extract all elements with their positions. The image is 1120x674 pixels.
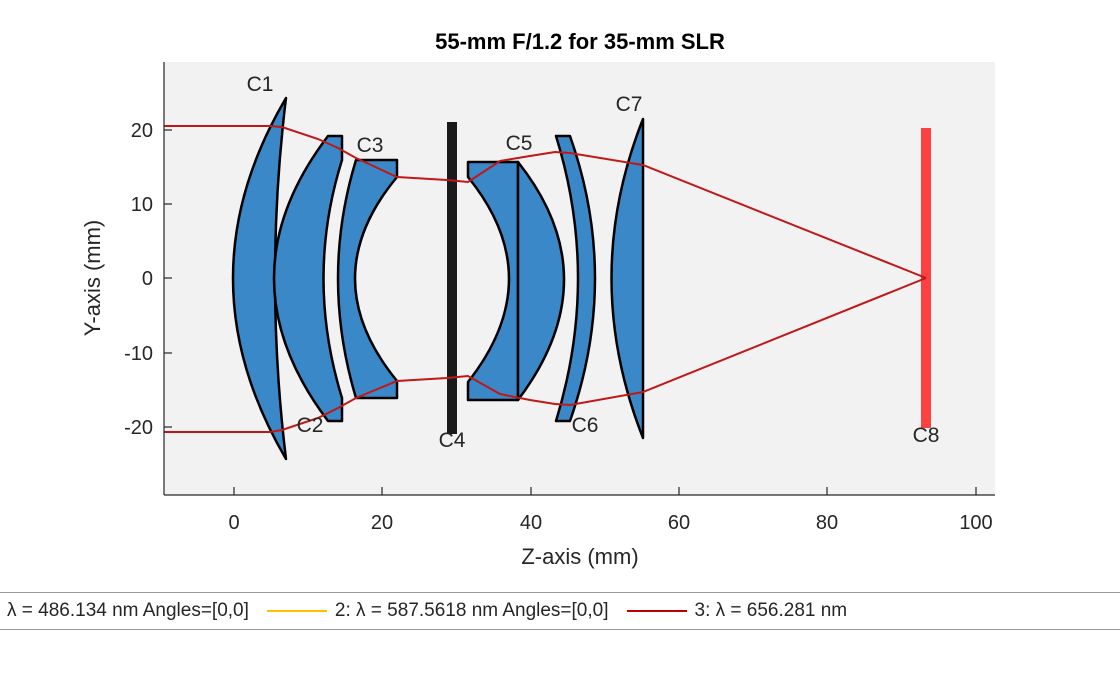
x-tick-label: 20 (371, 512, 393, 534)
upper-ray (164, 125, 927, 279)
lens-diagram: 55-mm F/1.2 for 35-mm SLR (80, 29, 995, 569)
lens-element-7 (610, 117, 645, 440)
x-tick-label: 100 (959, 512, 992, 534)
lens-element-2 (272, 134, 344, 423)
y-tick-label: 10 (131, 194, 153, 216)
lens-element-6 (554, 134, 597, 423)
ray-trace (164, 125, 927, 433)
y-tick-label: 20 (131, 120, 153, 142)
lens-group (231, 96, 645, 461)
surface-label-c6: C6 (572, 414, 599, 437)
legend-entry-1: λ = 486.134 nm Angles=[0,0] (0, 600, 249, 622)
surface-label-c2: C2 (297, 414, 324, 437)
legend-line-2 (266, 610, 327, 612)
surface-label-c5: C5 (506, 132, 533, 155)
lens-element-1 (231, 96, 288, 461)
lower-ray (164, 277, 927, 433)
legend-entry-3: 3: λ = 656.281 nm (619, 600, 848, 622)
legend-text-2: 2: λ = 587.5618 nm Angles=[0,0] (334, 600, 609, 621)
legend-text-3: 3: λ = 656.281 nm (694, 600, 848, 621)
y-tick-label: -20 (124, 417, 153, 439)
x-axis-label: Z-axis (mm) (521, 544, 638, 569)
legend-line-3 (626, 610, 687, 612)
legend-entry-2: 2: λ = 587.5618 nm Angles=[0,0] (259, 600, 609, 622)
aperture-stop (447, 122, 457, 434)
surface-label-c3: C3 (357, 134, 384, 157)
y-tick-label: 0 (142, 268, 153, 290)
x-tick-label: 0 (228, 512, 239, 534)
y-axis-label: Y-axis (mm) (80, 220, 105, 337)
x-tick-label: 80 (816, 512, 838, 534)
figure-title: 55-mm F/1.2 for 35-mm SLR (435, 29, 725, 54)
x-tick-label: 60 (668, 512, 690, 534)
x-tick-label: 40 (520, 512, 542, 534)
legend-text-1: λ = 486.134 nm Angles=[0,0] (7, 600, 249, 621)
surface-label-c1: C1 (247, 73, 274, 96)
lens-element-5 (516, 160, 566, 402)
axes (163, 62, 995, 496)
y-tick-label: -10 (124, 343, 153, 365)
legend: λ = 486.134 nm Angles=[0,0] 2: λ = 587.5… (0, 592, 1120, 630)
surface-label-c4: C4 (439, 429, 466, 452)
surface-label-c7: C7 (616, 93, 643, 116)
surface-label-c8: C8 (913, 424, 940, 447)
lens-element-4 (466, 160, 520, 402)
